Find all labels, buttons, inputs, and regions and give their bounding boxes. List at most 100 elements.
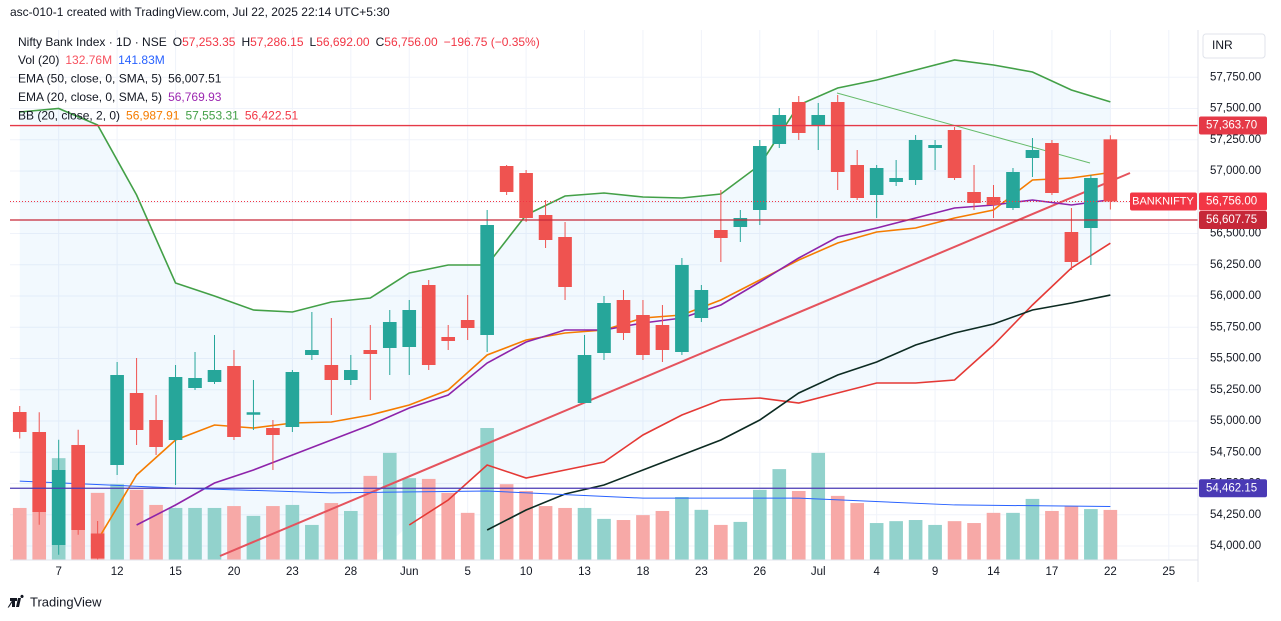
candle-body xyxy=(967,192,981,203)
candle-body xyxy=(869,168,884,195)
y-tick-label: 56,500.00 xyxy=(1210,228,1261,240)
indicator-line xyxy=(19,59,1111,313)
x-tick-label: 17 xyxy=(1046,566,1059,578)
candle-body xyxy=(71,445,85,530)
level-label-box xyxy=(1199,116,1267,135)
volume-bar xyxy=(285,504,300,560)
volume-bar xyxy=(538,506,553,560)
legend-text: EMA (50, close, 0, SMA, 5) xyxy=(18,72,162,86)
y-tick-label: 57,750.00 xyxy=(1210,71,1261,83)
candle-body xyxy=(986,197,1001,205)
legend-row: BB (20, close, 2, 0) 56,987.91 57,553.31 56… xyxy=(18,109,299,123)
legend-text: C xyxy=(376,35,385,49)
level-label: 56,607.75 xyxy=(1206,214,1257,226)
legend-text: 132.76M xyxy=(65,53,112,67)
candle-body xyxy=(246,412,261,415)
candle-body xyxy=(149,420,163,447)
x-tick-label: 28 xyxy=(344,566,357,578)
volume-bar xyxy=(188,507,202,560)
volume-bar xyxy=(519,490,533,560)
candle-body xyxy=(558,237,572,287)
candle-body xyxy=(1045,143,1059,193)
candle-body xyxy=(733,218,748,227)
volume-bar xyxy=(480,428,494,560)
volume-bar xyxy=(168,507,183,560)
candle-body xyxy=(499,166,514,192)
candle-body xyxy=(227,366,241,437)
legend-row: Nifty Bank Index · 1D · NSE O57,253.35 H57… xyxy=(18,35,540,49)
volume-bar xyxy=(110,484,124,560)
candle-body xyxy=(519,173,533,218)
x-tick-label: 23 xyxy=(286,566,299,578)
x-tick-label: 10 xyxy=(520,566,533,578)
candle-body xyxy=(402,310,417,347)
x-tick-label: Jun xyxy=(400,566,419,578)
bb-fill xyxy=(19,60,1111,560)
candle-body xyxy=(324,365,339,380)
x-tick-label: 23 xyxy=(695,566,708,578)
volume-bar xyxy=(558,507,572,560)
volume-bar xyxy=(460,512,475,560)
volume-bar xyxy=(694,509,709,560)
x-tick-label: 9 xyxy=(932,566,938,578)
candle-body xyxy=(421,285,436,365)
footer: TradingView xyxy=(30,594,102,609)
header: asc-010-1 created with TradingView.com, … xyxy=(10,5,390,19)
legend-text: 56,769.93 xyxy=(168,90,222,104)
last-price-box xyxy=(1199,192,1267,211)
plot-area xyxy=(10,30,1198,560)
candle-body xyxy=(791,102,806,133)
volume-bar xyxy=(811,452,826,560)
x-tick-label: 14 xyxy=(987,566,1000,578)
candle-body xyxy=(597,303,611,353)
volume-bar xyxy=(928,524,942,560)
candle-body xyxy=(889,178,903,182)
currency-box[interactable] xyxy=(1202,33,1266,59)
candle-body xyxy=(714,230,728,238)
candle-body xyxy=(460,320,475,328)
volume-bar xyxy=(830,495,845,560)
volume-bar xyxy=(1064,506,1079,560)
axes: 54,000.0054,250.0054,500.0054,750.0055,0… xyxy=(55,71,1267,578)
logo-icon xyxy=(10,594,24,607)
legend-text: 57,553.31 xyxy=(185,109,239,123)
y-tick-label: 57,500.00 xyxy=(1210,103,1261,115)
candle-body xyxy=(811,115,826,125)
candle-body xyxy=(382,322,397,348)
candle-body xyxy=(1064,232,1079,262)
candle-body xyxy=(830,102,845,172)
candle-body xyxy=(577,355,592,403)
candle-body xyxy=(947,130,962,178)
legend-row: EMA (50, close, 0, SMA, 5) 56,007.51 xyxy=(18,72,222,86)
legend-text: Nifty Bank Index · 1D · NSE xyxy=(18,35,167,49)
candle-body xyxy=(655,325,670,350)
volume-bar xyxy=(149,504,163,560)
candle-body xyxy=(752,146,767,210)
legend-text: EMA (20, close, 0, SMA, 5) xyxy=(18,90,162,104)
volume-bar xyxy=(382,452,397,560)
candle-body xyxy=(285,372,300,427)
volume-bar xyxy=(733,521,748,560)
legend-row: EMA (20, close, 0, SMA, 5) 56,769.93 xyxy=(18,90,222,104)
candle-body xyxy=(441,337,456,341)
legend-text: Vol (20) xyxy=(18,53,59,67)
volume-bar xyxy=(1025,498,1040,560)
candle-body xyxy=(207,370,222,382)
candle-body xyxy=(928,145,942,148)
volume-bar xyxy=(344,510,358,560)
currency: INR xyxy=(1212,38,1233,52)
volume-bar xyxy=(246,515,261,560)
volume-bar xyxy=(616,520,631,560)
volume-bar xyxy=(714,524,728,560)
legend-text: O xyxy=(173,35,182,49)
candle-body xyxy=(1084,178,1098,228)
level-label: 57,363.70 xyxy=(1206,120,1257,132)
volume-bar xyxy=(636,515,650,560)
volume-bar xyxy=(1006,512,1020,560)
candle-body xyxy=(772,115,787,144)
legend-row: Vol (20) 132.76M 141.83M xyxy=(18,53,165,67)
legend-text: BB (20, close, 2, 0) xyxy=(18,109,120,123)
volume-bar xyxy=(908,520,923,560)
y-tick-label: 55,250.00 xyxy=(1210,384,1261,396)
level-label-box xyxy=(1199,479,1267,498)
